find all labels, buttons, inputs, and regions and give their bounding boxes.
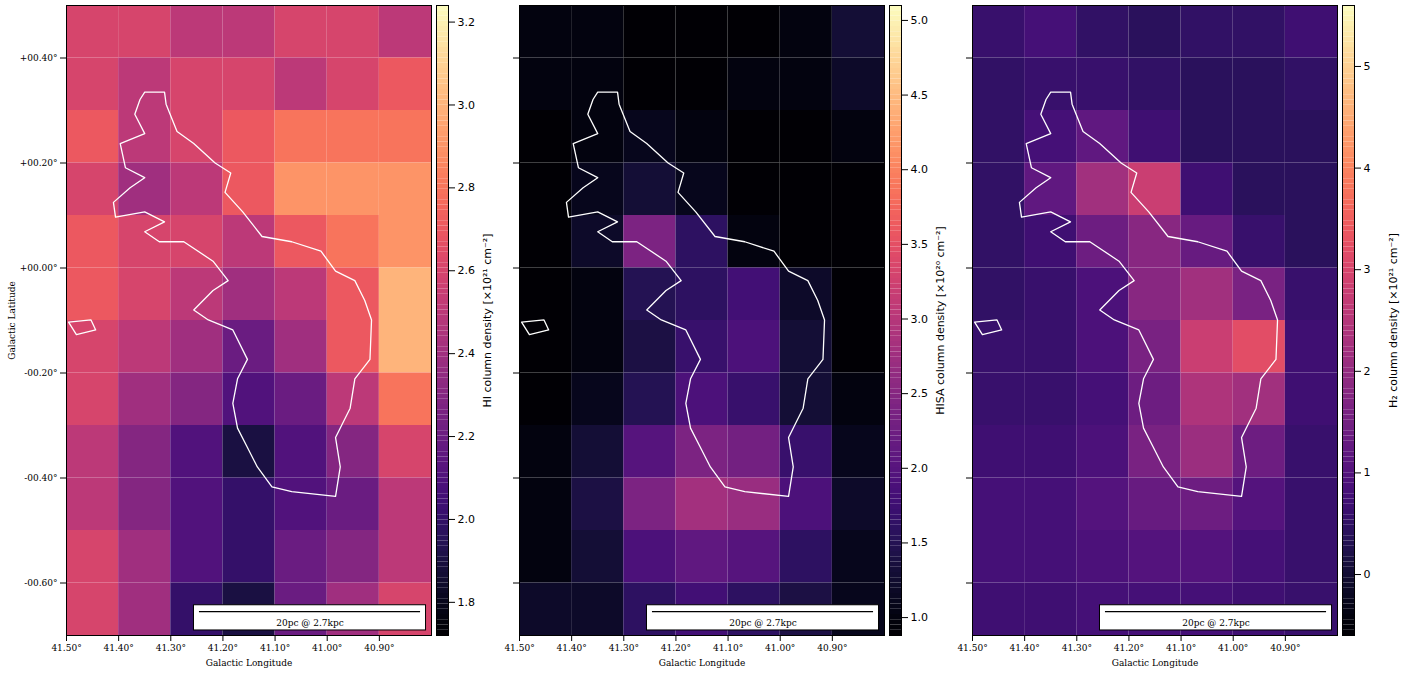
svg-text:41.30°: 41.30° <box>1062 643 1092 653</box>
svg-text:2.0: 2.0 <box>458 513 476 526</box>
svg-text:0: 0 <box>1364 568 1371 581</box>
svg-text:3.0: 3.0 <box>911 313 929 326</box>
svg-text:2: 2 <box>1364 365 1371 378</box>
svg-text:2.4: 2.4 <box>458 347 476 360</box>
svg-text:40.90°: 40.90° <box>817 643 847 653</box>
svg-text:41.30°: 41.30° <box>609 643 639 653</box>
svg-text:20pc @ 2.7kpc: 20pc @ 2.7kpc <box>729 618 797 628</box>
svg-text:3: 3 <box>1364 263 1371 276</box>
svg-text:41.30°: 41.30° <box>156 643 186 653</box>
svg-text:2.8: 2.8 <box>458 181 476 194</box>
svg-text:Galactic Latitude: Galactic Latitude <box>7 281 17 360</box>
svg-text:41.40°: 41.40° <box>1010 643 1040 653</box>
svg-text:41.20°: 41.20° <box>661 643 691 653</box>
svg-text:41.00°: 41.00° <box>312 643 342 653</box>
svg-text:41.50°: 41.50° <box>957 643 987 653</box>
svg-text:2.0: 2.0 <box>911 462 929 475</box>
svg-text:41.20°: 41.20° <box>1114 643 1144 653</box>
svg-text:41.10°: 41.10° <box>1166 643 1196 653</box>
svg-text:20pc @ 2.7kpc: 20pc @ 2.7kpc <box>1182 618 1250 628</box>
svg-text:5: 5 <box>1364 60 1371 73</box>
svg-text:4.0: 4.0 <box>911 163 929 176</box>
svg-text:3.0: 3.0 <box>458 98 476 111</box>
svg-text:2.6: 2.6 <box>458 264 476 277</box>
svg-text:HISA column density [×10²⁰ cm⁻: HISA column density [×10²⁰ cm⁻²] <box>934 226 947 415</box>
svg-text:4: 4 <box>1364 162 1371 175</box>
svg-text:1.0: 1.0 <box>911 611 929 624</box>
svg-text:41.20°: 41.20° <box>208 643 238 653</box>
svg-text:1.8: 1.8 <box>458 596 476 609</box>
svg-text:41.10°: 41.10° <box>713 643 743 653</box>
svg-text:41.40°: 41.40° <box>104 643 134 653</box>
svg-text:Galactic Longitude: Galactic Longitude <box>659 658 746 668</box>
svg-text:41.50°: 41.50° <box>51 643 81 653</box>
svg-text:-00.60°: -00.60° <box>24 578 57 588</box>
svg-text:41.50°: 41.50° <box>504 643 534 653</box>
svg-text:Galactic Longitude: Galactic Longitude <box>206 658 293 668</box>
svg-text:-00.20°: -00.20° <box>24 368 57 378</box>
svg-text:41.10°: 41.10° <box>260 643 290 653</box>
svg-text:20pc @ 2.7kpc: 20pc @ 2.7kpc <box>276 618 344 628</box>
svg-text:+00.20°: +00.20° <box>20 158 58 168</box>
svg-text:+00.40°: +00.40° <box>20 53 58 63</box>
svg-text:41.40°: 41.40° <box>557 643 587 653</box>
svg-text:41.00°: 41.00° <box>765 643 795 653</box>
svg-text:-00.40°: -00.40° <box>24 473 57 483</box>
svg-text:41.00°: 41.00° <box>1218 643 1248 653</box>
svg-text:2.5: 2.5 <box>911 387 929 400</box>
svg-text:H₂ column density [×10²¹ cm⁻²]: H₂ column density [×10²¹ cm⁻²] <box>1387 233 1400 408</box>
svg-text:40.90°: 40.90° <box>364 643 394 653</box>
svg-text:5.0: 5.0 <box>911 14 929 27</box>
svg-text:3.2: 3.2 <box>458 16 476 29</box>
svg-text:3.5: 3.5 <box>911 238 929 251</box>
svg-text:Galactic Longitude: Galactic Longitude <box>1112 658 1199 668</box>
svg-text:4.5: 4.5 <box>911 89 929 102</box>
svg-text:+00.00°: +00.00° <box>20 263 58 273</box>
svg-text:1: 1 <box>1364 466 1371 479</box>
svg-text:HI column density [×10²¹ cm⁻²]: HI column density [×10²¹ cm⁻²] <box>481 234 494 408</box>
svg-text:40.90°: 40.90° <box>1270 643 1300 653</box>
svg-text:1.5: 1.5 <box>911 536 929 549</box>
svg-text:2.2: 2.2 <box>458 430 476 443</box>
